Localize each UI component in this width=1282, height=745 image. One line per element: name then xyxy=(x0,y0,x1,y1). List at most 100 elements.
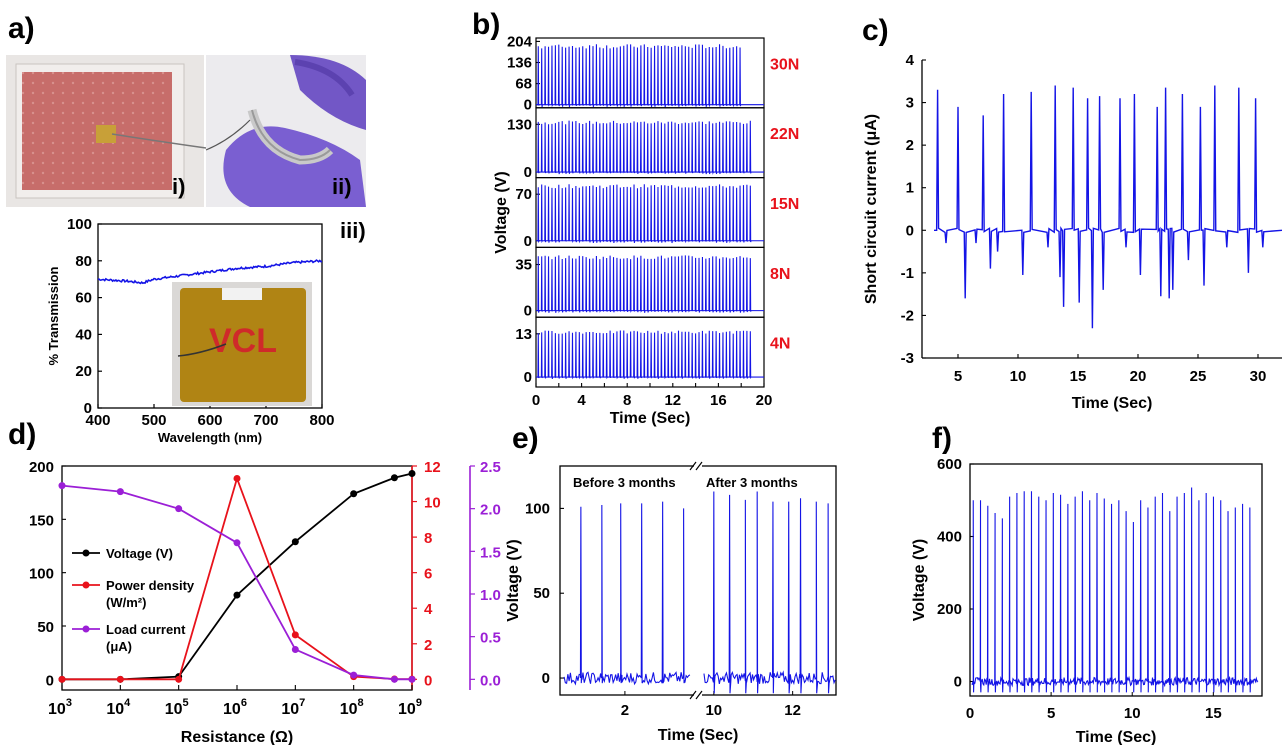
transmission-chart: 400 500 600 700 800 0 20 40 60 80 100 Wavelength (n… xyxy=(46,216,335,445)
series-point xyxy=(350,490,358,498)
series-point xyxy=(58,675,66,683)
x-tick-label: 20 xyxy=(1130,368,1147,385)
x-tick-label: 0 xyxy=(532,392,540,409)
x-tick-label: 104 xyxy=(106,697,131,718)
y-tick-label: -1 xyxy=(901,265,914,282)
x-tick-label: 15 xyxy=(1070,368,1087,385)
x-axis-label: Time (Sec) xyxy=(658,727,739,744)
x-tick-label: 106 xyxy=(223,697,247,718)
series-point xyxy=(291,645,299,653)
x-tick-label: 10 xyxy=(1010,368,1027,385)
y-tick-label: 3 xyxy=(906,95,914,112)
x-tick-label: 8 xyxy=(623,392,631,409)
x-tick-label: 105 xyxy=(165,697,189,718)
series-point xyxy=(175,675,183,683)
force-label: 8N xyxy=(770,266,790,283)
y-tick-label: 20 xyxy=(75,363,92,380)
y-tick-label: 40 xyxy=(75,326,92,343)
x-tick-label: 4 xyxy=(577,392,586,409)
y-tick-label: 80 xyxy=(75,253,92,270)
annotation-after: After 3 months xyxy=(706,475,798,490)
legend-label: Power density xyxy=(106,578,195,593)
x-tick-label: 109 xyxy=(398,697,422,718)
y-right-tick-label: 8 xyxy=(424,530,432,547)
y-tick-label: 100 xyxy=(29,566,54,583)
x-tick-label: 25 xyxy=(1190,368,1207,385)
trace-after xyxy=(703,491,836,694)
y-right2-tick-label: 2.0 xyxy=(480,502,501,519)
y-right2-tick-label: 0.5 xyxy=(480,630,501,647)
x-tick-label: 12 xyxy=(784,702,801,719)
y-right2-tick-label: 1.0 xyxy=(480,587,501,604)
x-tick-label: 16 xyxy=(710,392,727,409)
y-tick-label: 4 xyxy=(906,52,915,69)
axis-break-mark xyxy=(689,690,697,700)
x-tick-label: 2 xyxy=(621,702,629,719)
x-tick-label: 5 xyxy=(1047,705,1055,722)
y-tick-label: 204 xyxy=(507,33,533,50)
panel-label-c: c) xyxy=(862,14,889,47)
y-tick-label: 0 xyxy=(524,303,532,320)
plot-frame xyxy=(969,463,1263,697)
photo-i: i) xyxy=(6,55,207,207)
stability-chart: 0 50 100 2 10 12 Time (Sec) Voltage (V) Before 3… xyxy=(505,461,837,744)
y-tick-label: 130 xyxy=(507,116,532,133)
force-label: 30N xyxy=(770,56,799,73)
x-tick-label: 10 xyxy=(1124,705,1141,722)
axis-break-mark xyxy=(695,690,703,700)
y-axis-label: Voltage (V) xyxy=(493,171,510,253)
axis-break-mark xyxy=(695,461,703,471)
y-tick-label: 400 xyxy=(937,529,962,546)
x-tick-label: 600 xyxy=(197,412,222,429)
photo-label-ii: ii) xyxy=(332,174,352,199)
x-tick-label: 5 xyxy=(954,368,962,385)
series-point xyxy=(291,538,299,546)
current-trace xyxy=(933,85,1282,329)
x-tick-label: 108 xyxy=(340,697,364,718)
series-point xyxy=(350,671,358,679)
y-tick-label: 35 xyxy=(515,257,532,274)
x-tick-label: 500 xyxy=(141,412,166,429)
y-tick-label: 70 xyxy=(515,186,532,203)
inset-wire xyxy=(177,343,227,357)
y-right-tick-label: 0 xyxy=(424,672,432,689)
y-tick-label: 100 xyxy=(525,500,550,517)
panel-label-f: f) xyxy=(932,422,952,455)
y-axis-label: Voltage (V) xyxy=(505,539,522,621)
series-point xyxy=(116,488,124,496)
voltage-trace xyxy=(536,120,764,175)
y-tick-label: 1 xyxy=(906,180,914,197)
x-tick-label: 400 xyxy=(85,412,110,429)
x-axis-label: Time (Sec) xyxy=(610,410,691,427)
series-point xyxy=(233,474,241,482)
y-axis-label: Voltage (V) xyxy=(911,539,928,621)
series-point xyxy=(291,631,299,639)
panel-label-b: b) xyxy=(472,8,501,41)
y-tick-label: 13 xyxy=(515,326,532,343)
y-tick-label: 0 xyxy=(906,222,914,239)
series-line xyxy=(61,484,412,681)
series-point xyxy=(58,482,66,490)
x-axis-label: Time (Sec) xyxy=(1076,729,1157,745)
axis-break-mark xyxy=(689,461,697,471)
x-axis-label: Wavelength (nm) xyxy=(158,430,262,445)
y-tick-label: 100 xyxy=(67,216,92,233)
x-tick-label: 15 xyxy=(1205,705,1222,722)
resistance-chart: 0 50 100 150 200 0 2 4 6 8 10 12 0.0 0.5 1.0 1.5 2.0 2.5 1… xyxy=(29,459,501,745)
inset-film xyxy=(180,288,306,402)
y-tick-label: 0 xyxy=(46,672,54,689)
series-point xyxy=(390,474,398,482)
inset-text: VCL xyxy=(209,322,277,360)
y-axis-label: Short circuit current (μA) xyxy=(863,114,880,304)
y-tick-label: 600 xyxy=(937,456,962,473)
x-tick-label: 10 xyxy=(705,702,722,719)
y-tick-label: 50 xyxy=(37,619,54,636)
x-tick-label: 103 xyxy=(48,697,72,718)
series-point xyxy=(116,675,124,683)
legend-label: Voltage (V) xyxy=(106,546,173,561)
series-point xyxy=(408,469,416,477)
y-right-tick-label: 4 xyxy=(424,601,433,618)
legend-marker xyxy=(82,549,90,557)
x-tick-label: 12 xyxy=(664,392,681,409)
